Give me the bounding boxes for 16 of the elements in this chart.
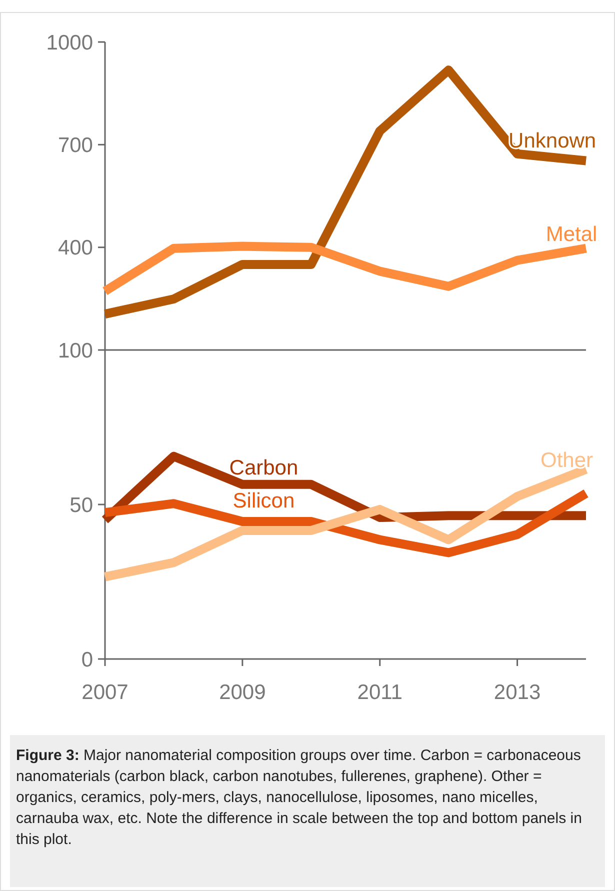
x-tick-label: 2013 (494, 681, 541, 704)
caption: Figure 3: Major nanomaterial composition groups over time. Carbon = carbonaceous nanomaterials (carbon black, carbon nanotubes, fullerenes, graphene). Other = organics, ceramics, poly-mers, clays, nanocellulose, liposomes, nano micelles, carnauba wax, etc. Note the difference in scale between the top and bottom panels in this plot. (16, 747, 582, 848)
y-tick-label: 50 (70, 494, 93, 517)
x-tick-label: 2011 (357, 681, 402, 704)
y-tick-label: 100 (58, 339, 93, 362)
series-label: Carbon (229, 456, 298, 480)
series-label: Silicon (232, 489, 295, 512)
x-tick-label: 2007 (82, 681, 128, 704)
series-label: Unknown (508, 129, 596, 152)
y-tick-label: 400 (58, 236, 93, 260)
y-tick-label: 0 (81, 648, 93, 672)
series-label: Other (540, 448, 594, 472)
series-label: Metal (546, 222, 598, 246)
y-tick-label: 1000 (46, 31, 93, 54)
y-tick-label: 700 (58, 134, 93, 158)
x-tick-label: 2009 (219, 681, 266, 704)
